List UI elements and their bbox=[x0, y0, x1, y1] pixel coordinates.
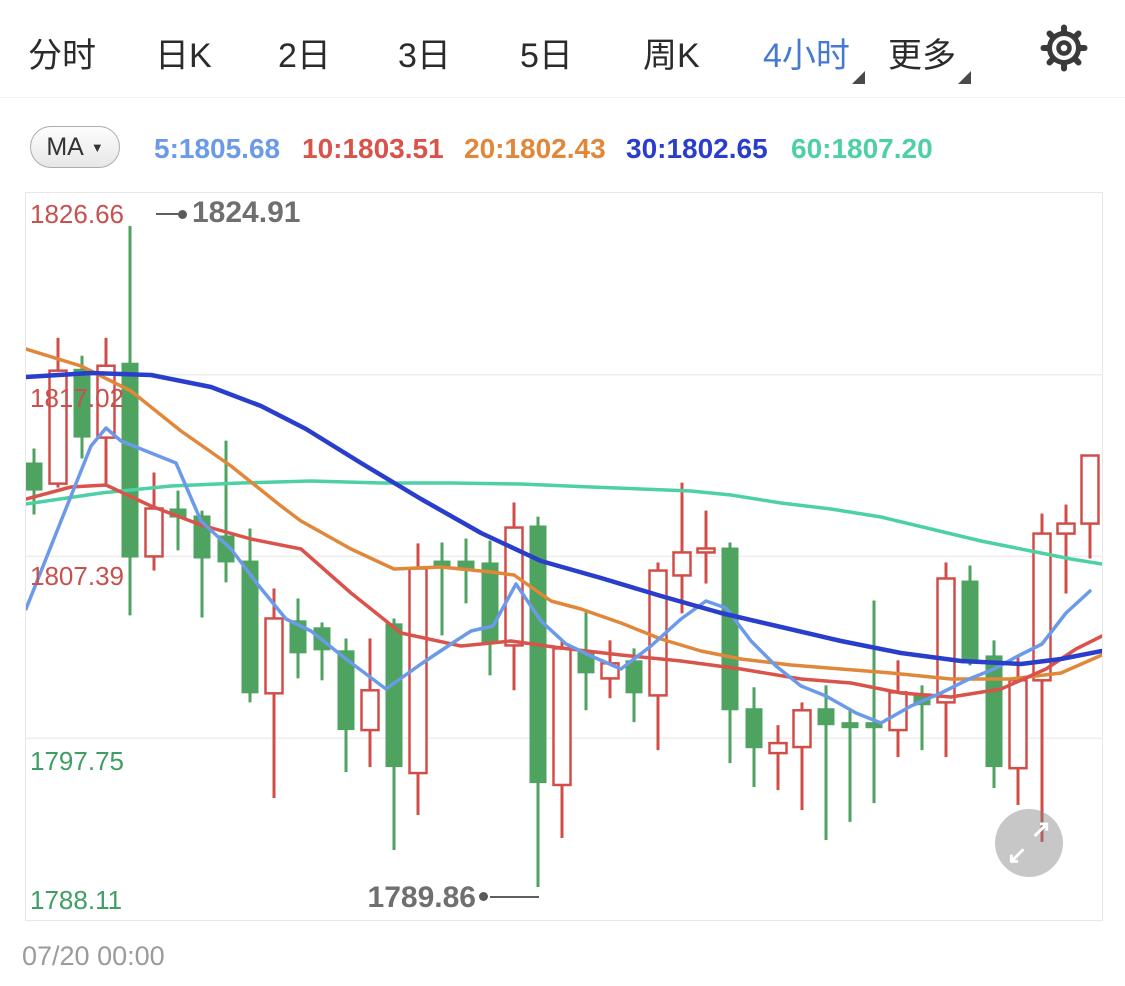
chart-canvas bbox=[26, 226, 1102, 887]
caret-down-icon: ▼ bbox=[90, 139, 104, 155]
low-annotation-label: 1789.86 bbox=[367, 881, 476, 914]
tab-more-label: 更多 bbox=[888, 37, 956, 75]
high-annotation-label: 1824.91 bbox=[192, 196, 301, 229]
tab-4hour[interactable]: 4小时 bbox=[763, 28, 865, 84]
y-axis-label: 1826.66 bbox=[30, 199, 124, 229]
ma-selector-label: MA bbox=[46, 132, 84, 161]
ma30-legend-value: 30:1802.65 bbox=[626, 133, 768, 164]
ma60-legend-value: 60:1807.20 bbox=[791, 133, 933, 164]
ma20-legend-value: 20:1802.43 bbox=[464, 133, 606, 164]
dropdown-corner-icon bbox=[958, 71, 971, 84]
arrow-ne-icon: ↗ bbox=[1030, 816, 1051, 843]
arrow-sw-icon: ↙ bbox=[1007, 842, 1028, 869]
low-annotation-line bbox=[490, 896, 539, 898]
gear-icon bbox=[1040, 24, 1088, 72]
settings-button[interactable] bbox=[1040, 24, 1088, 72]
high-annotation-dot bbox=[178, 210, 187, 219]
dropdown-corner-icon bbox=[851, 71, 865, 84]
y-axis-label: 1788.11 bbox=[30, 885, 123, 915]
low-annotation-dot bbox=[479, 892, 488, 901]
tab-5day-label: 5日 bbox=[520, 37, 573, 75]
tab-daily-k-label: 日K bbox=[155, 37, 212, 75]
tab-3day-label: 3日 bbox=[398, 37, 451, 75]
y-axis-label: 1807.39 bbox=[30, 561, 124, 591]
tab-weekly-k-label: 周K bbox=[643, 37, 700, 75]
tab-4hour-label: 4小时 bbox=[763, 37, 850, 75]
ma10-legend-value: 10:1803.51 bbox=[302, 133, 444, 164]
tab-weekly-k[interactable]: 周K bbox=[643, 28, 700, 77]
tab-3day[interactable]: 3日 bbox=[398, 28, 451, 77]
ma5-legend-value: 5:1805.68 bbox=[154, 133, 281, 164]
tab-2day-label: 2日 bbox=[278, 37, 331, 75]
high-annotation-line bbox=[156, 213, 178, 215]
tab-minute[interactable]: 分时 bbox=[28, 28, 96, 77]
tab-daily-k[interactable]: 日K bbox=[155, 28, 212, 77]
candlestick-chart[interactable]: 1826.66 1817.02 1807.39 1797.75 1788.11 … bbox=[25, 192, 1103, 921]
tab-5day[interactable]: 5日 bbox=[520, 28, 573, 77]
period-tab-bar: 分时 日K 2日 3日 5日 周K 4小时 更多 bbox=[0, 0, 1125, 98]
tab-2day[interactable]: 2日 bbox=[278, 28, 331, 77]
x-axis-timestamp: 07/20 00:00 bbox=[22, 941, 165, 971]
tab-minute-label: 分时 bbox=[28, 37, 96, 75]
tab-more[interactable]: 更多 bbox=[888, 28, 971, 84]
expand-fullscreen-button[interactable]: ↗ ↙ bbox=[995, 809, 1063, 877]
y-axis-label: 1797.75 bbox=[30, 746, 124, 776]
ma-selector-button[interactable]: MA ▼ bbox=[30, 126, 120, 168]
y-axis-label: 1817.02 bbox=[30, 383, 124, 413]
